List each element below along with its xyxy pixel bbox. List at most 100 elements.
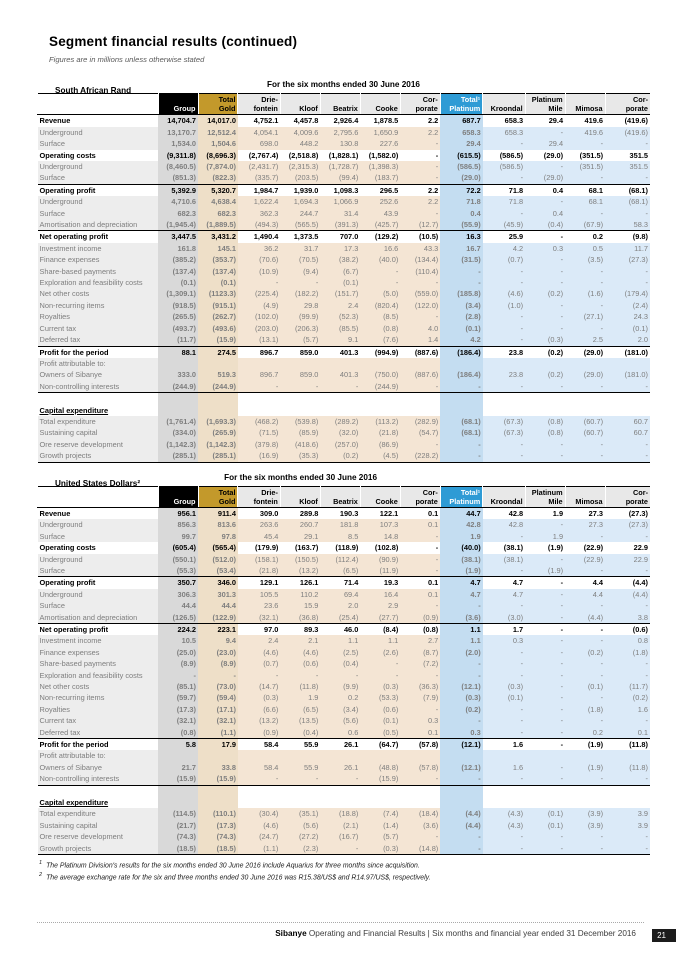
- header-line-2: porate: [415, 104, 438, 114]
- cell: 1,504.6: [198, 138, 238, 150]
- cell: -: [482, 842, 526, 856]
- row-label: Ore reserve development: [37, 831, 159, 843]
- cell: (285.1): [158, 450, 198, 463]
- table-row: Ore reserve development (1,142.3) (1,142.3…: [37, 438, 650, 451]
- cell: 4.4: [565, 588, 606, 601]
- cell: 0.4: [440, 207, 483, 220]
- cell: -: [237, 380, 281, 394]
- header-line-1: [321, 488, 358, 497]
- row-label: Surface: [37, 207, 159, 220]
- cell: [525, 357, 566, 370]
- cell: 1.1: [440, 635, 483, 647]
- header-line-1: [281, 95, 318, 104]
- cell: -: [565, 138, 606, 150]
- cell: -: [440, 842, 483, 856]
- cell: (918.5): [158, 299, 198, 312]
- cell: (25.0): [158, 646, 198, 659]
- cell: (182.2): [280, 288, 321, 300]
- cell: -: [482, 564, 526, 578]
- header-line-1: [483, 488, 522, 497]
- cell: -: [565, 831, 606, 843]
- cell: 105.5: [237, 588, 281, 601]
- cell: (99.4): [320, 172, 361, 185]
- cell: (53.3): [360, 692, 401, 704]
- cell: 306.3: [158, 588, 198, 601]
- cell: (0.4): [525, 219, 566, 232]
- table-row: Sustaining capital (21.7) (17.3) (4.6) (5.6)…: [37, 819, 650, 832]
- cell: 682.3: [198, 207, 238, 220]
- row-label: Growth projects: [37, 842, 159, 856]
- cell: -: [440, 450, 483, 463]
- cell: 9.4: [198, 635, 238, 647]
- cell: (40.0): [440, 542, 483, 554]
- cell: (262.7): [198, 311, 238, 323]
- cell: (822.3): [198, 172, 238, 185]
- cell: (183.7): [360, 172, 401, 185]
- header-line-2: Platinum: [449, 496, 481, 506]
- row-label: Investment income: [37, 242, 159, 255]
- table-row: Growth projects (18.5) (18.5) (1.1) (2.3) - (0…: [37, 842, 650, 856]
- cell: (0.4): [280, 726, 321, 740]
- cell: 12,512.4: [198, 126, 238, 139]
- cell: -: [400, 207, 441, 220]
- cell: 296.5: [379, 185, 399, 195]
- cell: (99.9): [280, 311, 321, 323]
- row-label: Investment income: [37, 635, 159, 647]
- cell: (0.3): [440, 692, 483, 704]
- cell: 36.2: [237, 242, 281, 255]
- cell: (134.4): [400, 254, 441, 266]
- cell: (257.0): [320, 438, 361, 451]
- cell: (24.7): [237, 831, 281, 843]
- cell: -: [565, 564, 606, 578]
- table-currency-caption: South African Rand: [55, 86, 132, 95]
- table-row: Underground 4,710.6 4,638.4 1,622.4 1,694.3 1…: [37, 196, 650, 208]
- table-row: Current tax (32.1) (32.1) (13.2) (13.5) (5.6)…: [37, 715, 650, 727]
- cell: (1.8): [565, 703, 606, 716]
- footnote-marker: 1: [39, 860, 43, 867]
- column-header: Cooke: [359, 93, 401, 116]
- column-header: Kloof: [279, 93, 321, 116]
- cell: -: [605, 380, 650, 394]
- cell: -: [482, 600, 526, 612]
- header-line-1: Cor-: [422, 95, 438, 104]
- cell: (1,398.3): [360, 161, 401, 173]
- cell: 0.1: [400, 726, 441, 740]
- cell: (203.0): [237, 322, 281, 335]
- header-line-1: [159, 95, 196, 104]
- table-row: [38, 392, 651, 405]
- cell: (1.9): [440, 564, 483, 578]
- cell: (163.7): [294, 543, 319, 553]
- cell: 4,457.8: [293, 116, 319, 126]
- cell: (550.1): [158, 553, 198, 565]
- cell: (32.1): [158, 715, 198, 727]
- cell: (1,693.3): [198, 415, 238, 428]
- cell: 0.1: [400, 519, 441, 531]
- cell: -: [237, 277, 281, 289]
- cell: 1.1: [440, 623, 483, 636]
- cell: (605.4): [158, 542, 198, 554]
- cell: (13.1): [237, 334, 281, 347]
- cell: (70.5): [280, 254, 321, 266]
- cell: 181.8: [320, 519, 361, 531]
- cell: (9,311.8): [158, 149, 198, 161]
- cell: (419.6): [624, 116, 648, 126]
- row-label: Amortisation and depreciation: [37, 611, 159, 624]
- cell: -: [440, 831, 483, 843]
- cell: 11.7: [605, 242, 650, 255]
- row-label: Non-recurring items: [37, 692, 159, 704]
- cell: 419.6: [565, 126, 606, 139]
- cell: 69.4: [320, 588, 361, 601]
- cell: -: [400, 530, 441, 543]
- cell: (4.4): [565, 611, 606, 624]
- row-label: Surface: [37, 138, 159, 150]
- cell: (244.9): [360, 380, 401, 394]
- table-row: Amortisation and depreciation (126.5) (122…: [37, 611, 650, 624]
- cell: (16.7): [320, 831, 361, 843]
- cell: (8,696.3): [198, 149, 238, 161]
- cell: [320, 785, 360, 797]
- cell: 859.0: [299, 347, 319, 357]
- cell: (565.5): [280, 219, 321, 232]
- cell: (1,309.1): [158, 288, 198, 300]
- cell: -: [605, 564, 650, 578]
- cell: -: [565, 635, 606, 647]
